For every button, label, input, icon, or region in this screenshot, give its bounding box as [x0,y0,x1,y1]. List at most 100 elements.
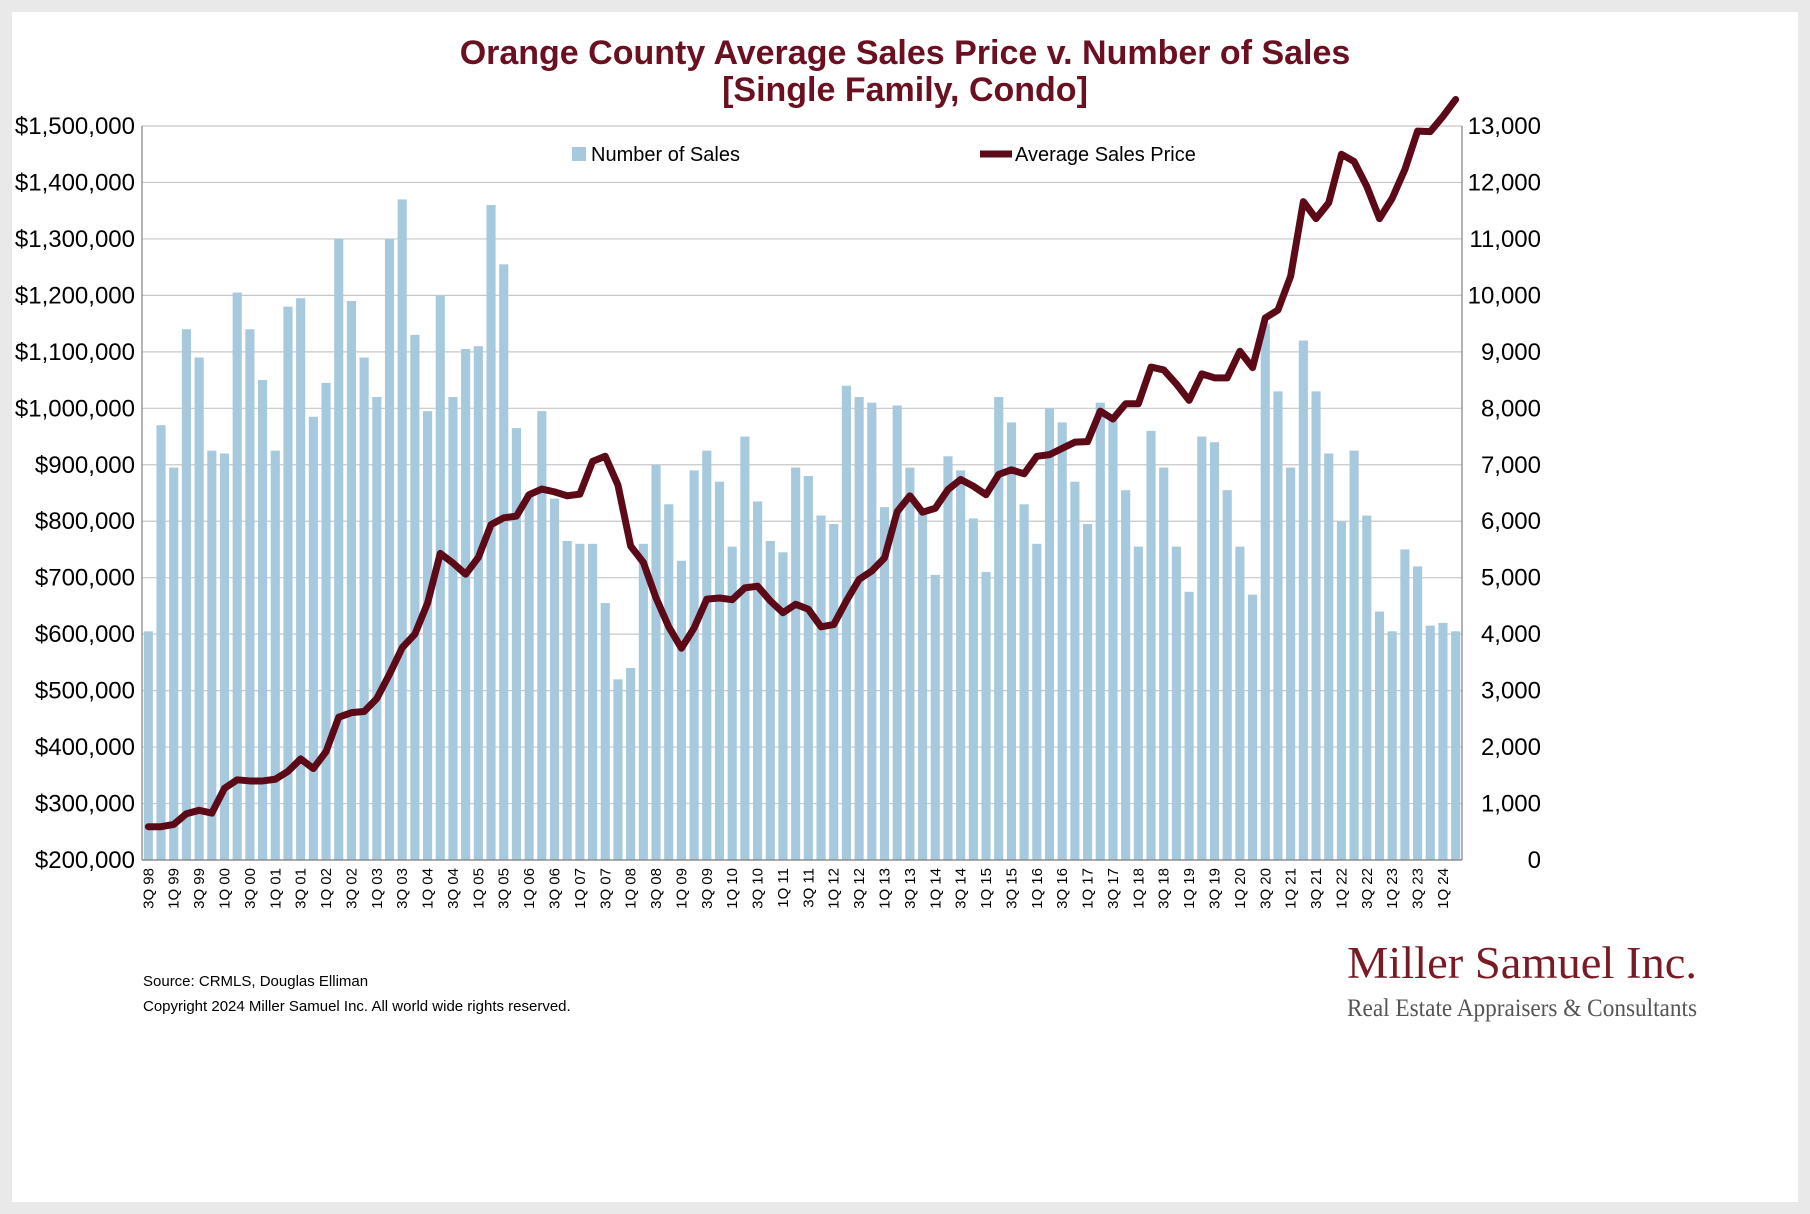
sales-bar [638,543,648,860]
sales-bar [994,397,1004,860]
y-left-tick-label: $300,000 [35,791,135,818]
sales-bar [207,450,217,860]
sales-bar [791,467,801,860]
source-note: Source: CRMLS, Douglas Elliman [143,973,368,990]
chart-svg: $200,000 $300,000 $400,000 $500,000 $600,000… [15,34,1697,1022]
sales-bar [1057,422,1067,860]
sales-bar [867,402,877,860]
x-tick-label: 3Q 19 [1207,868,1224,909]
sales-bar [308,416,318,860]
x-tick-label: 1Q 01 [267,868,284,909]
sales-bar [156,425,166,860]
sales-bar [676,560,686,860]
sales-bar [765,540,775,860]
x-tick-label: 1Q 14 [927,868,944,909]
x-tick-label: 3Q 10 [750,868,767,909]
y-left-tick-label: $500,000 [35,678,135,705]
x-tick-label: 3Q 16 [1054,868,1071,909]
sales-bar [397,199,407,860]
sales-bar [1235,546,1245,860]
y-left-tick-label: $1,400,000 [15,169,135,196]
x-tick-label: 1Q 03 [369,868,386,909]
sales-bar [359,357,369,860]
sales-bar [346,301,356,860]
x-tick-label: 1Q 10 [724,868,741,909]
sales-bar [1108,419,1118,860]
legend: Number of Sales Average Sales Price [572,144,1196,166]
y-right-tick-label: 11,000 [1469,226,1541,253]
x-tick-label: 3Q 07 [597,868,614,909]
y-left-tick-label: $1,200,000 [15,282,135,309]
sales-bar [943,456,953,860]
sales-bar [1121,490,1131,860]
sales-bar [1222,490,1232,860]
sales-bar [219,453,230,860]
y-right-tick-label: 6,000 [1481,508,1541,535]
sales-bar [879,507,890,860]
sales-bar [1400,549,1410,860]
sales-bar [511,428,521,860]
x-tick-label: 3Q 99 [191,868,208,909]
sales-bar [448,397,458,860]
x-tick-label: 1Q 16 [1029,868,1046,909]
y-right-tick-label: 8,000 [1481,395,1541,422]
sales-bar [1171,546,1181,860]
sales-bar [245,329,255,860]
x-tick-label: 1Q 20 [1232,868,1249,909]
sales-bar [232,292,242,860]
sales-bar [1070,481,1080,860]
x-tick-label: 1Q 08 [623,868,640,909]
sales-bar [664,504,674,860]
sales-bar [613,679,623,860]
sales-bar [258,380,268,860]
sales-bar [1209,442,1220,860]
sales-bar [689,470,699,860]
sales-bar [1133,546,1143,860]
sales-bar [956,470,966,860]
sales-bar [562,540,572,860]
x-tick-label: 3Q 17 [1105,868,1122,909]
y-left-tick-label: $1,100,000 [15,339,135,366]
sales-bar [1197,436,1207,860]
sales-bar [1387,631,1397,860]
legend-bar-swatch [572,147,586,161]
sales-bar [1336,521,1346,860]
x-tick-label: 3Q 06 [547,868,564,909]
y-right-tick-label: 0 [1528,847,1541,874]
sales-bar [499,264,509,860]
x-tick-label: 3Q 98 [140,868,157,909]
y-left-tick-label: $1,300,000 [15,226,135,253]
x-tick-label: 1Q 11 [775,868,792,908]
company-logo-name: Miller Samuel Inc. [1347,938,1697,988]
y-right-tick-label: 9,000 [1481,339,1541,366]
sales-bar [143,631,153,860]
x-tick-label: 3Q 01 [293,868,310,909]
sales-bar [169,467,179,860]
sales-bar [1413,566,1423,860]
y-axis-right-labels: 0 1,000 2,000 3,000 4,000 5,000 6,000 7,000 8,00… [1468,113,1541,874]
x-tick-label: 1Q 15 [978,868,995,909]
sales-bar [968,518,978,860]
sales-bar [841,385,851,860]
sales-bar [372,397,382,860]
x-tick-label: 3Q 14 [953,868,970,909]
company-logo-tagline: Real Estate Appraisers & Consultants [1347,995,1697,1022]
axes [141,126,1463,861]
sales-bar [1260,323,1270,860]
sales-bar [1324,453,1334,860]
sales-bar [1349,450,1359,860]
x-tick-label: 3Q 03 [394,868,411,909]
sales-bar [1438,622,1448,860]
x-tick-label: 1Q 05 [470,868,487,909]
x-tick-label: 3Q 11 [800,868,817,908]
x-tick-label: 3Q 12 [851,868,868,909]
y-right-tick-label: 5,000 [1481,565,1541,592]
sales-bar [1095,402,1105,860]
x-tick-label: 1Q 02 [318,868,335,909]
sales-bar [918,512,928,860]
sales-bars [143,199,1461,861]
y-left-tick-label: $700,000 [35,565,135,592]
sales-bar [1425,625,1435,860]
chart-title: Orange County Average Sales Price v. Num… [460,34,1351,72]
sales-bar [334,238,344,861]
